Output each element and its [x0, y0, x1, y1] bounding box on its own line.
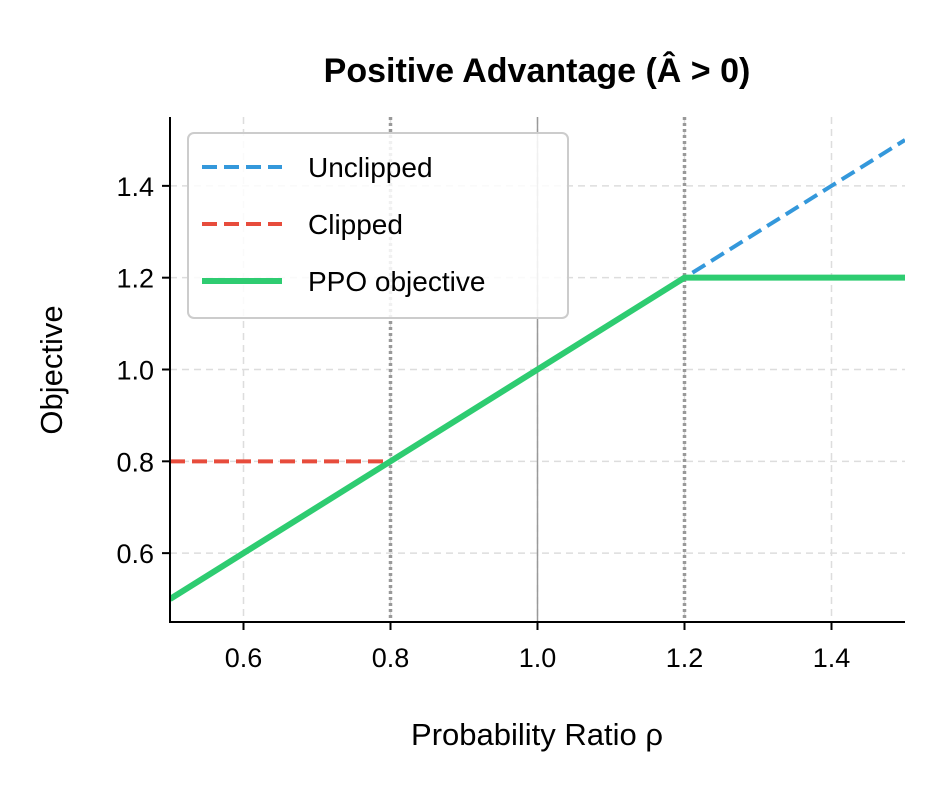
y-tick-label: 1.2: [116, 264, 154, 294]
x-tick-label: 1.0: [519, 643, 557, 673]
chart-title: Positive Advantage (Â > 0): [324, 52, 751, 90]
series-clipped: [170, 275, 905, 464]
y-tick-label: 1.0: [116, 356, 154, 386]
x-tick-label: 1.2: [666, 643, 704, 673]
series-ppo-objective: [170, 274, 905, 602]
x-tick-label: 1.4: [813, 643, 851, 673]
x-tick-label: 0.8: [372, 643, 410, 673]
series-group: [170, 138, 905, 602]
y-tick-label: 0.8: [116, 447, 154, 477]
legend-label: PPO objective: [308, 266, 485, 297]
x-tick-label: 0.6: [225, 643, 263, 673]
legend-box: [187, 132, 569, 319]
y-tick-label: 0.6: [116, 539, 154, 569]
legend-label: Unclipped: [308, 152, 433, 183]
legend-label: Clipped: [308, 209, 403, 240]
ticks: 0.6 0.8 1.0 1.2 1.4 0.6 0.8 1.0 1.2 1.4: [116, 172, 850, 673]
x-axis-label: Probability Ratio ρ: [411, 717, 663, 752]
y-tick-label: 1.4: [116, 172, 154, 202]
legend: Unclipped Clipped PPO objective: [187, 132, 569, 319]
y-axis-label: Objective: [34, 305, 69, 434]
